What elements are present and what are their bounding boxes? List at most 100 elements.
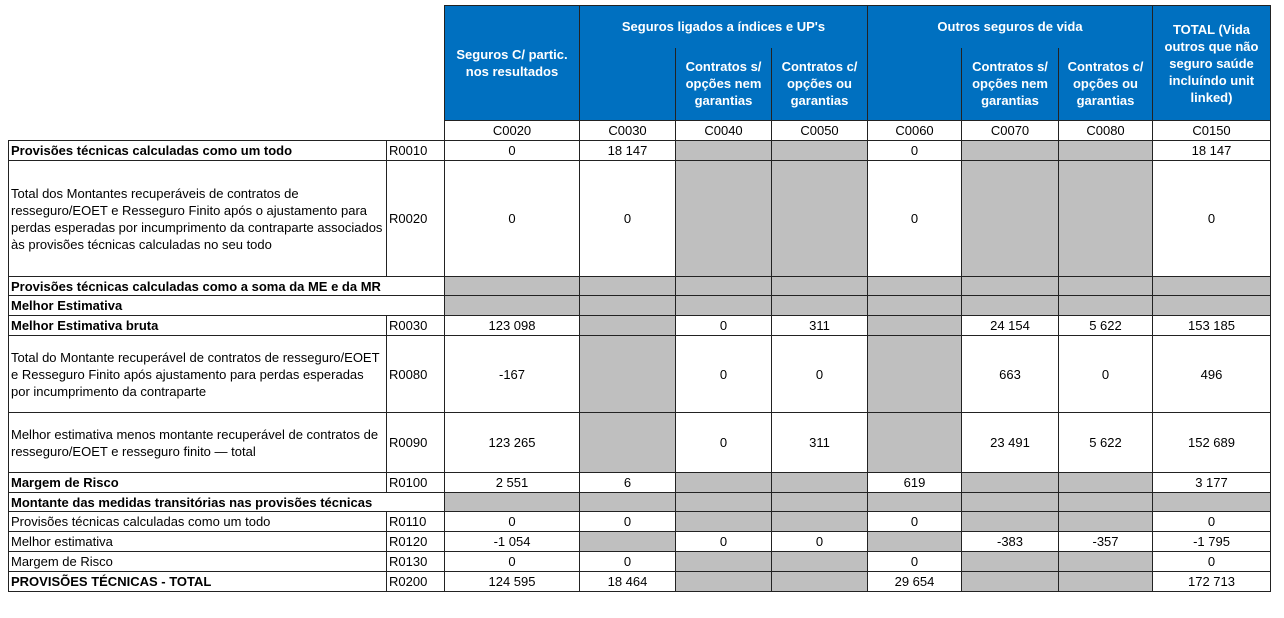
row-label: Provisões técnicas calculadas como um to… xyxy=(8,140,387,161)
row-code: R0020 xyxy=(386,160,445,277)
column-code: C0060 xyxy=(867,120,962,141)
table-row: Total do Montante recuperável de contrat… xyxy=(8,335,1271,413)
header-c0080: Contratos c/ opções ou garantias xyxy=(1058,47,1153,121)
value-cell: 5 622 xyxy=(1058,412,1153,473)
value-cell: 123 265 xyxy=(444,412,580,473)
row-code: R0110 xyxy=(386,511,445,532)
table-row: Montante das medidas transitórias nas pr… xyxy=(8,492,1271,512)
row-label: Total do Montante recuperável de contrat… xyxy=(8,335,387,413)
value-cell: 311 xyxy=(771,412,868,473)
grey-cell xyxy=(867,412,962,473)
header-c0020: Seguros C/ partic. nos resultados xyxy=(444,5,580,121)
row-code: R0120 xyxy=(386,531,445,552)
grey-cell xyxy=(1152,276,1271,296)
row-label: PROVISÕES TÉCNICAS - TOTAL xyxy=(8,571,387,592)
value-cell: 23 491 xyxy=(961,412,1059,473)
grey-cell xyxy=(771,472,868,493)
table-row: Margem de Risco R0100 2 551 6 619 3 177 xyxy=(8,472,1271,493)
value-cell: 0 xyxy=(867,160,962,277)
value-cell: 0 xyxy=(867,140,962,161)
grey-cell xyxy=(867,276,962,296)
value-cell: -1 054 xyxy=(444,531,580,552)
column-code: C0050 xyxy=(771,120,868,141)
grey-cell xyxy=(579,531,676,552)
grey-cell xyxy=(444,295,580,316)
blank-code-cell xyxy=(387,121,445,141)
grey-cell xyxy=(1058,511,1153,532)
value-cell: 18 147 xyxy=(1152,140,1271,161)
value-cell: 0 xyxy=(444,551,580,572)
row-code: R0030 xyxy=(386,315,445,336)
value-cell: 18 464 xyxy=(579,571,676,592)
header-c0060-blank xyxy=(867,47,962,121)
grey-cell xyxy=(867,295,962,316)
table-row: Melhor Estimativa bruta R0030 123 098 0 311 2… xyxy=(8,315,1271,336)
row-label: Margem de Risco xyxy=(8,551,387,572)
grey-cell xyxy=(1058,492,1153,512)
grey-cell xyxy=(771,511,868,532)
grey-cell xyxy=(1058,160,1153,277)
blank-header-cell xyxy=(9,6,387,121)
row-label: Margem de Risco xyxy=(8,472,387,493)
value-cell: 29 654 xyxy=(867,571,962,592)
value-cell: 0 xyxy=(1152,511,1271,532)
row-label: Melhor estimativa xyxy=(8,531,387,552)
grey-cell xyxy=(579,315,676,336)
grey-cell xyxy=(771,571,868,592)
header-c0040: Contratos s/ opções nem garantias xyxy=(675,47,772,121)
value-cell: -1 795 xyxy=(1152,531,1271,552)
grey-cell xyxy=(1058,551,1153,572)
grey-cell xyxy=(1058,295,1153,316)
column-code: C0040 xyxy=(675,120,772,141)
header-c0070: Contratos s/ opções nem garantias xyxy=(961,47,1059,121)
grey-cell xyxy=(961,295,1059,316)
value-cell: 3 177 xyxy=(1152,472,1271,493)
column-code: C0080 xyxy=(1058,120,1153,141)
grey-cell xyxy=(1152,295,1271,316)
value-cell: 0 xyxy=(444,160,580,277)
value-cell: 2 551 xyxy=(444,472,580,493)
row-code: R0090 xyxy=(386,412,445,473)
value-cell: 0 xyxy=(444,511,580,532)
grey-cell xyxy=(579,335,676,413)
value-cell: 18 147 xyxy=(579,140,676,161)
grey-cell xyxy=(444,276,580,296)
column-code: C0020 xyxy=(444,120,580,141)
grey-cell xyxy=(675,295,772,316)
column-code: C0070 xyxy=(961,120,1059,141)
table-row: PROVISÕES TÉCNICAS - TOTAL R0200 124 595 18… xyxy=(8,571,1271,592)
table-row: Total dos Montantes recuperáveis de cont… xyxy=(8,160,1271,277)
grey-cell xyxy=(961,160,1059,277)
value-cell: 124 595 xyxy=(444,571,580,592)
grey-cell xyxy=(961,140,1059,161)
row-label: Provisões técnicas calculadas como um to… xyxy=(8,511,387,532)
grey-cell xyxy=(1058,276,1153,296)
header-c0050: Contratos c/ opções ou garantias xyxy=(771,47,868,121)
blank-code-cell xyxy=(9,121,387,141)
grey-cell xyxy=(675,276,772,296)
grey-cell xyxy=(675,160,772,277)
grey-cell xyxy=(675,492,772,512)
row-label: Provisões técnicas calculadas como a som… xyxy=(8,276,445,296)
value-cell: 0 xyxy=(1152,551,1271,572)
row-code: R0130 xyxy=(386,551,445,572)
grey-cell xyxy=(961,276,1059,296)
value-cell: 5 622 xyxy=(1058,315,1153,336)
row-label: Melhor Estimativa xyxy=(8,295,445,316)
row-label: Total dos Montantes recuperáveis de cont… xyxy=(8,160,387,277)
header-total: TOTAL (Vida outros que não seguro saúde … xyxy=(1152,5,1271,121)
value-cell: 24 154 xyxy=(961,315,1059,336)
value-cell: 619 xyxy=(867,472,962,493)
row-label: Melhor Estimativa bruta xyxy=(8,315,387,336)
header-group-index-linked: Seguros ligados a índices e UP's xyxy=(579,5,868,48)
value-cell: 0 xyxy=(675,531,772,552)
value-cell: 0 xyxy=(771,531,868,552)
value-cell: 0 xyxy=(579,511,676,532)
grey-cell xyxy=(1058,472,1153,493)
table-row: Margem de Risco R0130 0 0 0 0 xyxy=(8,551,1271,572)
grey-cell xyxy=(1152,492,1271,512)
grey-cell xyxy=(579,412,676,473)
technical-provisions-table: Seguros C/ partic. nos resultados Seguro… xyxy=(8,5,1271,592)
value-cell: 0 xyxy=(867,551,962,572)
grey-cell xyxy=(867,315,962,336)
